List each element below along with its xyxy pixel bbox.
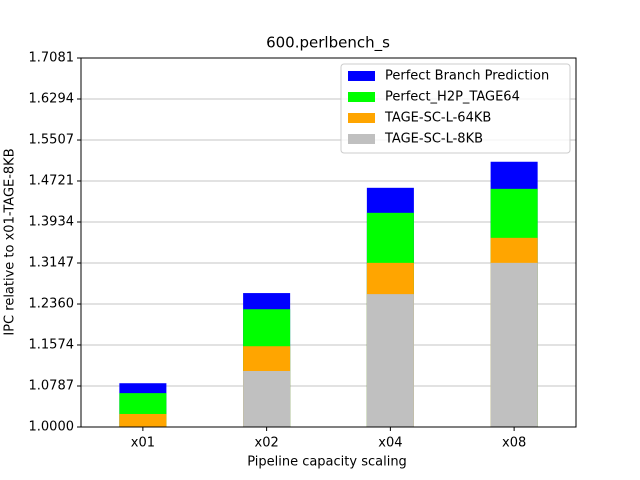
legend-swatch <box>348 134 375 144</box>
y-tick-label: 1.2360 <box>29 297 75 312</box>
y-tick-label: 1.3934 <box>29 214 75 229</box>
chart-title: 600.perlbench_s <box>266 34 390 53</box>
bar <box>490 262 538 427</box>
legend-label: Perfect Branch Prediction <box>385 69 549 84</box>
y-tick-label: 1.0000 <box>29 420 75 435</box>
y-tick-label: 1.0787 <box>29 378 75 393</box>
x-tick-label: x08 <box>502 436 526 451</box>
x-tick-label: x04 <box>378 436 402 451</box>
x-tick-label: x02 <box>255 436 279 451</box>
legend-label: TAGE-SC-L-64KB <box>384 111 491 126</box>
y-tick-label: 1.7081 <box>29 51 75 66</box>
bar <box>243 370 291 427</box>
x-tick-label: x01 <box>131 436 155 451</box>
y-tick-label: 1.1574 <box>29 337 75 352</box>
x-axis-label: Pipeline capacity scaling <box>247 455 407 470</box>
y-tick-label: 1.5507 <box>29 133 75 148</box>
y-axis-label: IPC relative to x01-TAGE-8KB <box>3 148 18 335</box>
y-tick-label: 1.3147 <box>29 256 75 271</box>
bar <box>366 294 414 427</box>
bar <box>119 413 167 427</box>
legend-swatch <box>348 113 375 123</box>
legend-label: Perfect_H2P_TAGE64 <box>385 90 520 105</box>
legend-swatch <box>348 92 375 102</box>
y-tick-label: 1.6294 <box>29 92 75 107</box>
legend-box <box>340 63 571 154</box>
legend-label: TAGE-SC-L-8KB <box>384 132 483 147</box>
y-tick-label: 1.4721 <box>29 173 75 188</box>
plot-frame <box>80 57 577 428</box>
legend-swatch <box>348 71 375 81</box>
